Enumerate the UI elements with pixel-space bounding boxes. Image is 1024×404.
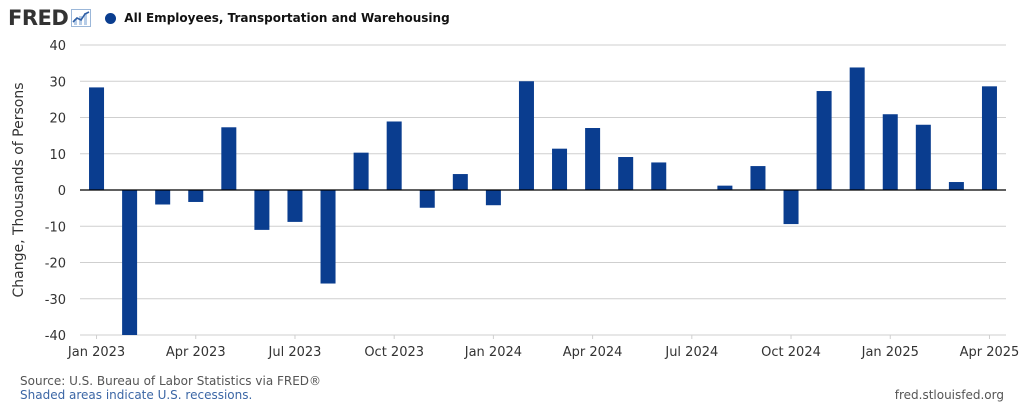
bar-2023-07[interactable] <box>287 190 303 222</box>
footer-notes: Source: U.S. Bureau of Labor Statistics … <box>20 374 321 402</box>
line-graph-icon <box>71 9 92 27</box>
bar-2024-04[interactable] <box>585 128 601 190</box>
legend-marker <box>105 12 117 24</box>
legend: All Employees, Transportation and Wareho… <box>105 11 450 25</box>
bar-2023-02[interactable] <box>122 190 138 335</box>
x-tick-label: Jan 2024 <box>464 345 522 360</box>
bar-2023-08[interactable] <box>320 190 336 284</box>
bar-2023-01[interactable] <box>89 87 105 190</box>
x-tick-label: Apr 2024 <box>563 345 623 360</box>
bar-2023-10[interactable] <box>386 121 402 190</box>
bar-2024-10[interactable] <box>783 190 799 225</box>
x-tick-label: Apr 2025 <box>960 345 1020 360</box>
x-tick-label: Jan 2023 <box>67 345 125 360</box>
logo-text: FRED <box>8 6 69 30</box>
bars <box>89 67 997 335</box>
bar-2024-12[interactable] <box>849 67 865 190</box>
bar-2023-11[interactable] <box>419 190 435 208</box>
bar-2023-09[interactable] <box>353 152 369 190</box>
fred-logo[interactable]: FRED <box>8 6 92 30</box>
x-tick-label: Oct 2024 <box>761 345 821 360</box>
y-tick-label: 30 <box>49 75 66 90</box>
x-tick-label: Oct 2023 <box>364 345 424 360</box>
chart-header: FRED All Employees, Transportation and W… <box>8 6 450 30</box>
bar-2024-03[interactable] <box>552 148 568 190</box>
x-tick-label: Jan 2025 <box>861 345 919 360</box>
recession-note[interactable]: Shaded areas indicate U.S. recessions. <box>20 388 253 402</box>
bar-2024-05[interactable] <box>618 157 634 190</box>
y-tick-label: 20 <box>49 112 66 127</box>
x-tick-label: Jul 2023 <box>268 345 322 360</box>
y-tick-label: 0 <box>58 184 66 199</box>
bar-2025-03[interactable] <box>948 182 964 190</box>
y-tick-label: -20 <box>45 257 66 272</box>
y-tick-label: 40 <box>49 39 66 54</box>
bar-2023-05[interactable] <box>221 127 237 190</box>
bar-2024-11[interactable] <box>816 91 832 190</box>
y-tick-label: 10 <box>49 148 66 163</box>
y-tick-label: -10 <box>45 220 66 235</box>
site-link[interactable]: fred.stlouisfed.org <box>894 388 1004 402</box>
bar-2023-06[interactable] <box>254 190 270 230</box>
bar-2023-12[interactable] <box>452 174 468 190</box>
y-axis-label: Change, Thousands of Persons <box>11 82 27 297</box>
bar-2024-01[interactable] <box>485 190 501 206</box>
x-tick-label: Jul 2024 <box>664 345 718 360</box>
y-tick-label: -30 <box>45 293 66 308</box>
y-tick-label: -40 <box>45 329 66 344</box>
bar-2023-03[interactable] <box>155 190 171 205</box>
bar-2024-06[interactable] <box>651 162 667 190</box>
bar-2025-02[interactable] <box>915 124 931 190</box>
bar-2024-08[interactable] <box>717 185 733 190</box>
bar-2025-01[interactable] <box>882 114 898 190</box>
bar-2023-04[interactable] <box>188 190 204 202</box>
bar-2025-04[interactable] <box>981 86 997 190</box>
x-tick-label: Apr 2023 <box>166 345 226 360</box>
bar-2024-02[interactable] <box>518 81 534 190</box>
legend-label: All Employees, Transportation and Wareho… <box>124 11 450 25</box>
source-note: Source: U.S. Bureau of Labor Statistics … <box>20 374 322 388</box>
bar-2024-09[interactable] <box>750 166 766 190</box>
